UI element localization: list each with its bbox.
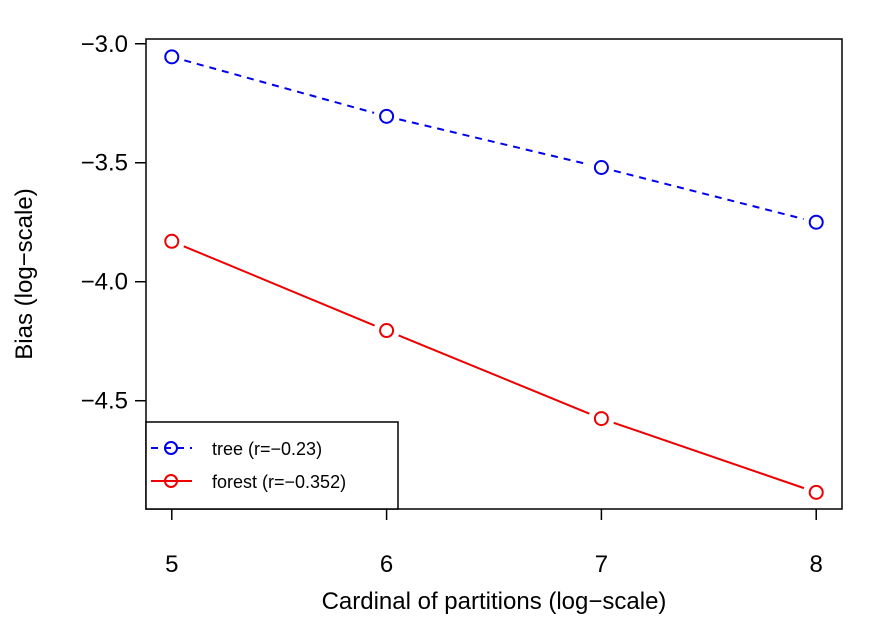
forest-point — [593, 411, 609, 427]
tree-segment — [399, 118, 589, 166]
legend-tree-marker — [164, 441, 178, 455]
forest-point — [808, 484, 824, 500]
x-tick-label: 6 — [380, 551, 393, 578]
y-tick-label: −4.0 — [81, 269, 128, 296]
forest-segment — [613, 421, 805, 490]
series-layer — [164, 49, 824, 500]
tree-point — [164, 49, 180, 65]
legend-tree-label: tree (r=−0.23) — [212, 439, 322, 459]
forest-segment — [398, 334, 590, 415]
legend-forest-marker — [164, 474, 178, 488]
plot-frame — [145, 38, 843, 510]
y-tick-label: −3.0 — [81, 31, 128, 58]
tree-point — [593, 160, 609, 176]
tree-segment — [613, 169, 804, 220]
y-tick-label: −3.5 — [81, 150, 128, 177]
forest-segment — [183, 245, 375, 327]
tree-point — [808, 214, 824, 230]
legend-forest-label: forest (r=−0.352) — [212, 472, 346, 492]
y-axis: −3.0 −3.5 −4.0 −4.5 — [81, 31, 146, 415]
x-tick-label: 8 — [810, 551, 823, 578]
forest-point — [164, 233, 180, 249]
x-axis-title: Cardinal of partitions (log−scale) — [322, 588, 667, 615]
x-tick-label: 7 — [595, 551, 608, 578]
forest-point — [379, 323, 395, 339]
x-tick-label: 5 — [165, 551, 178, 578]
x-axis: 5 6 7 8 — [165, 509, 823, 578]
legend-box — [145, 421, 399, 510]
tree-point — [379, 108, 395, 124]
tree-segment — [184, 59, 375, 114]
y-axis-title: Bias (log−scale) — [11, 188, 38, 359]
y-tick-label: −4.5 — [81, 388, 128, 415]
legend: tree (r=−0.23) forest (r=−0.352) — [145, 421, 399, 510]
